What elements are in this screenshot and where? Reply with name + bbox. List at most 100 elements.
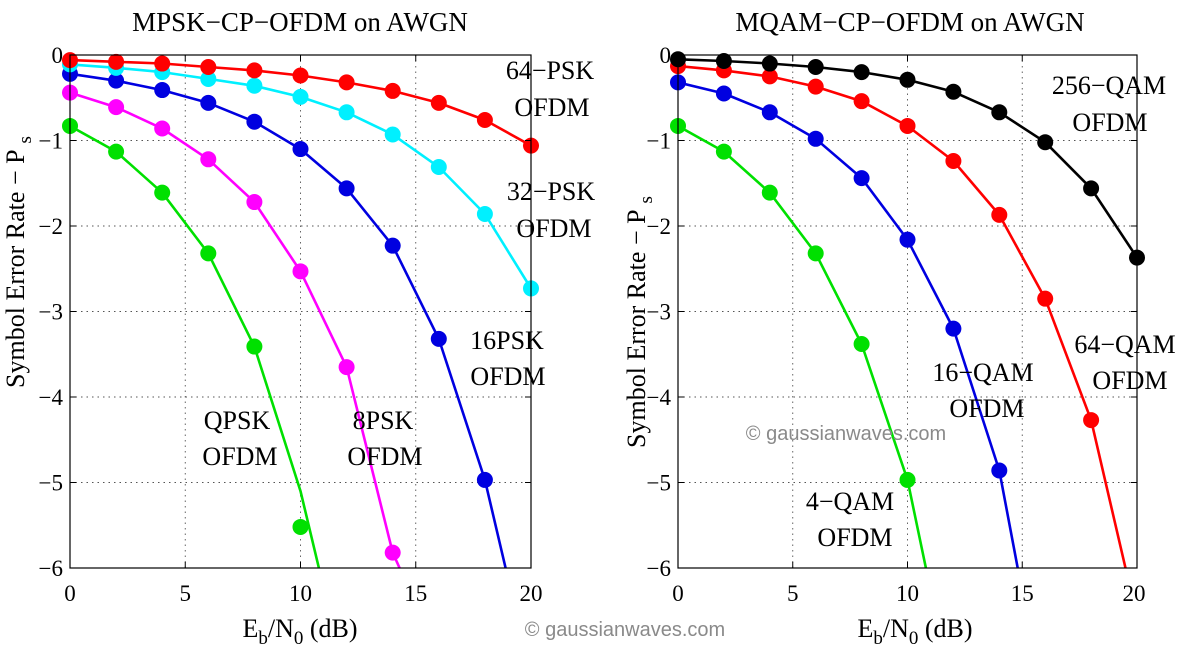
data-point (1083, 412, 1100, 429)
series-markers (62, 52, 539, 561)
tick-marks (677, 54, 1138, 569)
chart-title: MQAM−CP−OFDM on AWGN (735, 7, 1084, 37)
x-tick-labels: 0 5 10 15 20 (672, 581, 1145, 606)
mpsk-ofdm-chart: MPSK−CP−OFDM on AWGN 0 5 10 15 20 0 −1 −… (1, 7, 595, 649)
y-tick-label: −2 (647, 214, 671, 239)
y-axis-label: Symbol Error Rate − Ps (622, 196, 657, 448)
32psk-label-line1: 32−PSK (507, 177, 596, 206)
data-point (384, 544, 401, 561)
data-point (1037, 290, 1054, 307)
data-point (807, 245, 824, 262)
16qam-label-line2: OFDM (949, 394, 1024, 423)
data-point (476, 111, 493, 128)
x-axis-label: Eb/N0 (dB) (857, 614, 972, 649)
data-point (945, 83, 962, 100)
32psk-label-line2: OFDM (516, 214, 591, 243)
x-tick-label: 20 (1123, 581, 1146, 606)
y-tick-label: −2 (39, 214, 63, 239)
series-labels: QPSK OFDM 8PSK OFDM 16PSK OFDM 32−PSK OF… (202, 56, 595, 471)
data-point (761, 55, 778, 72)
data-point (246, 338, 263, 355)
y-tick-label: −6 (39, 556, 63, 581)
data-point (246, 77, 263, 94)
data-point (154, 55, 171, 72)
data-point (292, 88, 309, 105)
16qam-label-line1: 16−QAM (932, 358, 1033, 387)
data-point (108, 143, 125, 160)
data-point (108, 53, 125, 70)
data-point (108, 72, 125, 89)
data-point (853, 335, 870, 352)
y-tick-label: −6 (647, 556, 671, 581)
data-point (1037, 134, 1054, 151)
data-point (945, 320, 962, 337)
data-point (476, 206, 493, 223)
mqam-ofdm-chart: MQAM−CP−OFDM on AWGN 0 5 10 15 20 0 −1 −… (622, 7, 1176, 649)
y-tick-label: −3 (39, 300, 63, 325)
plot-area (70, 55, 531, 568)
data-point (761, 184, 778, 201)
256qam-label-line2: OFDM (1072, 108, 1147, 137)
x-tick-label: 10 (896, 581, 919, 606)
data-point (246, 113, 263, 130)
data-point (899, 117, 916, 134)
data-point (430, 94, 447, 111)
data-point (200, 94, 217, 111)
data-point (945, 153, 962, 170)
data-point (807, 78, 824, 95)
x-tick-labels: 0 5 10 15 20 (64, 581, 542, 606)
data-point (338, 180, 355, 197)
data-point (991, 462, 1008, 479)
watermark-upper: © gaussianwaves.com (746, 423, 946, 445)
y-tick-label: 0 (52, 43, 64, 68)
data-point (715, 85, 732, 102)
64qam-label-line1: 64−QAM (1074, 330, 1175, 359)
y-tick-label: −1 (39, 129, 63, 154)
x-tick-label: 0 (672, 581, 684, 606)
data-point (154, 184, 171, 201)
64psk-label-line2: OFDM (514, 93, 589, 122)
data-point (761, 104, 778, 121)
y-tick-label: 0 (660, 43, 672, 68)
y-tick-label: −5 (647, 471, 671, 496)
data-point (807, 130, 824, 147)
series-labels: 4−QAM OFDM 16−QAM OFDM 64−QAM OFDM 256−Q… (806, 71, 1176, 552)
data-point (761, 68, 778, 85)
data-point (154, 120, 171, 137)
data-point (853, 64, 870, 81)
data-point (853, 170, 870, 187)
data-point (246, 194, 263, 211)
data-point (1083, 180, 1100, 197)
x-tick-label: 15 (1011, 581, 1034, 606)
y-tick-label: −4 (39, 385, 64, 410)
x-tick-label: 5 (180, 581, 192, 606)
data-point (899, 231, 916, 248)
data-point (384, 82, 401, 99)
y-tick-label: −3 (647, 300, 671, 325)
data-point (899, 471, 916, 488)
64psk-label-line1: 64−PSK (506, 56, 595, 85)
4qam-label-line2: OFDM (817, 523, 892, 552)
data-point (200, 245, 217, 262)
y-tick-label: −5 (39, 471, 63, 496)
data-point (292, 141, 309, 158)
data-point (807, 58, 824, 75)
data-point (715, 52, 732, 69)
64qam-label-line2: OFDM (1092, 366, 1167, 395)
data-point (108, 99, 125, 116)
data-point (292, 67, 309, 84)
y-tick-label: −4 (647, 385, 672, 410)
x-tick-label: 20 (520, 581, 543, 606)
x-tick-label: 10 (289, 581, 312, 606)
8psk-label-line1: 8PSK (353, 406, 414, 435)
data-point (292, 263, 309, 280)
series-markers (670, 51, 1145, 488)
x-axis-label: Eb/N0 (dB) (242, 614, 357, 649)
data-point (200, 151, 217, 168)
data-point (200, 70, 217, 87)
data-point (338, 74, 355, 91)
data-point (200, 58, 217, 75)
y-tick-labels: 0 −1 −2 −3 −4 −5 −6 (39, 43, 64, 581)
